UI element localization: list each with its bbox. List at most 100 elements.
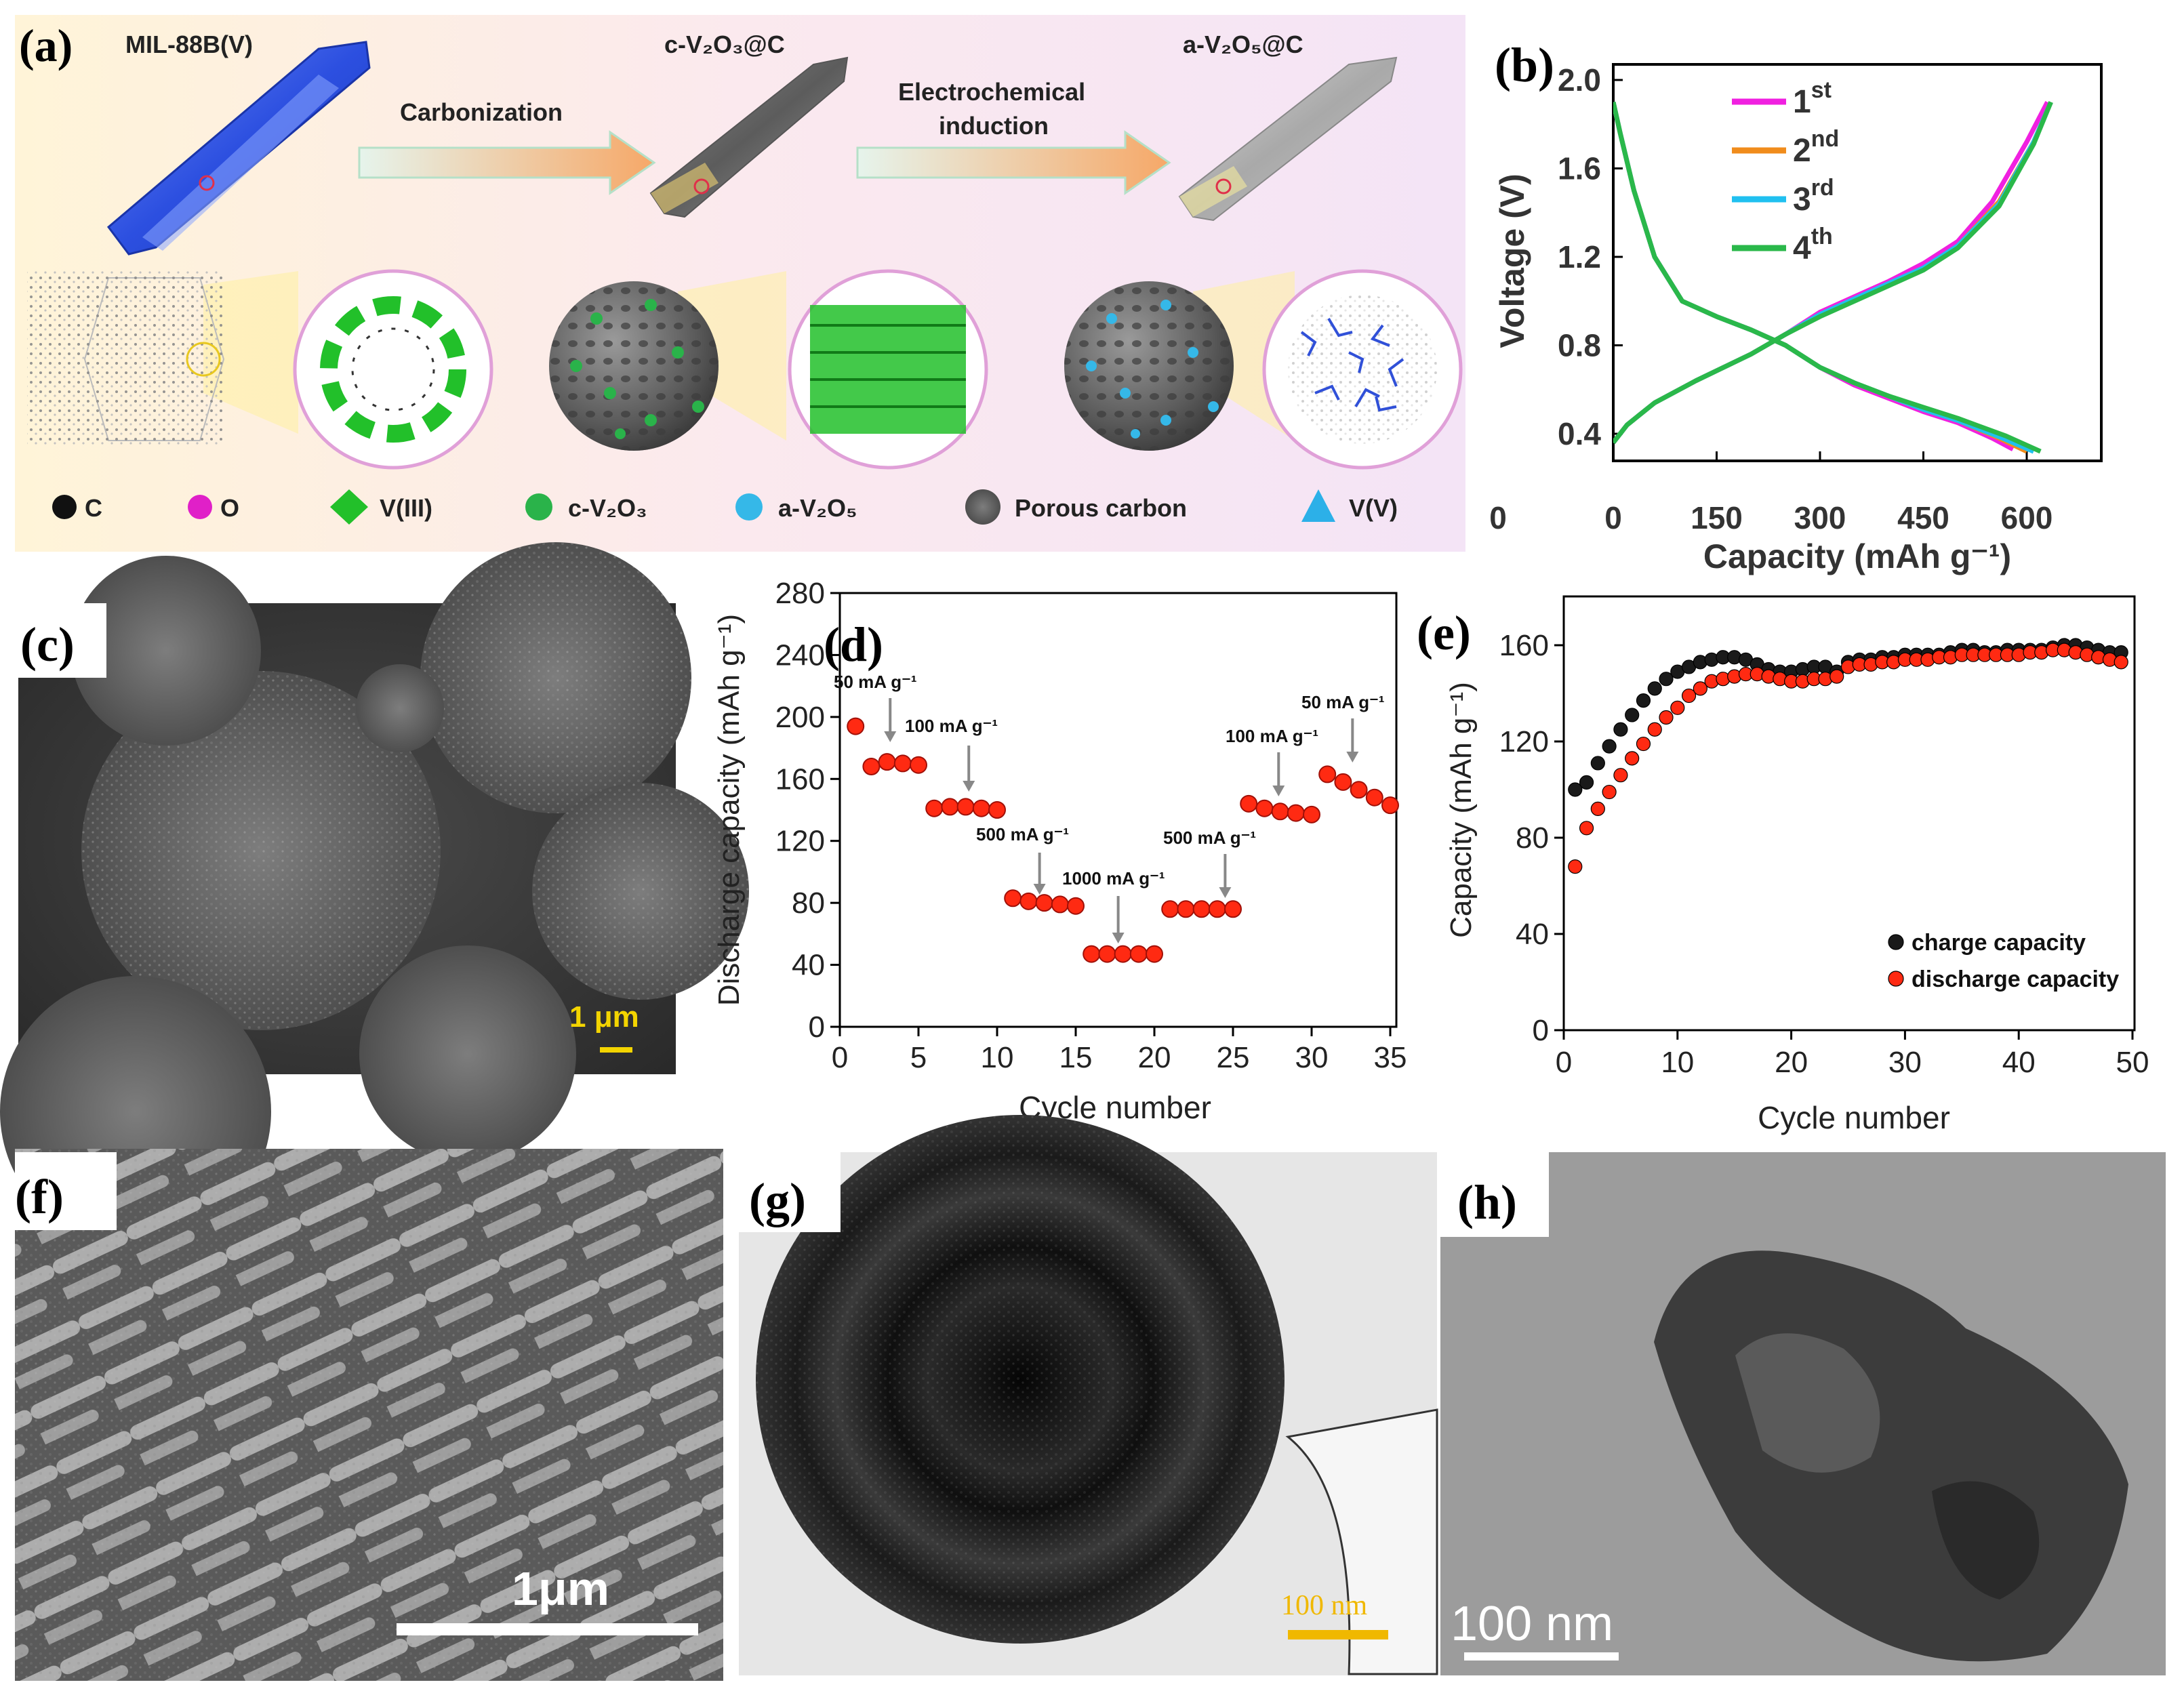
panel-d: 0 5 10 15 20 25 30 3504080120160200240280Cycle … [712,577,1407,1125]
d-data-point [1177,900,1195,918]
mof-lattice-icon [27,271,225,447]
e-discharge-capacity-point [1681,688,1697,704]
e-x-tick-label: 30 [1888,1046,1922,1079]
d-x-tick-label: 10 [981,1041,1014,1074]
legend-v3-label: V(III) [380,494,432,522]
d-rate-arrow-head [884,731,897,742]
scale-bar-c [600,1047,632,1053]
e-discharge-capacity-point [1670,700,1685,715]
panel-e: 0 10 20 30 40 50 0 40 80 120 160 Cycle number Capaci… [1417,595,2149,1135]
d-data-point [1146,945,1163,963]
d-data-point [925,799,944,817]
e-y-tick-label: 160 [1499,629,1549,662]
d-y-tick-label: 280 [775,577,825,610]
panel-g-label: (g) [749,1173,806,1227]
e-charge-capacity-point [1568,782,1583,797]
b-series-4th-charge-line [1613,101,2053,445]
scale-bar-h [1464,1652,1619,1661]
carbonization-arrow [358,130,656,195]
b-y-tick-label: 0.8 [1558,328,1601,363]
d-data-point [1098,945,1116,963]
stage-label-c-v2o3: c-V₂O₃@C [664,30,785,58]
d-y-tick-label: 120 [775,825,825,858]
e-x-tick-label: 40 [2002,1046,2036,1079]
legend-a-v2o5-label: a-V₂O₅ [778,494,857,522]
e-x-tick-label: 10 [1661,1046,1694,1079]
d-y-axis-title: Discharge capacity (mAh g⁻¹) [712,614,746,1006]
induction-arrow [856,130,1171,195]
legend-v3-icon [330,489,368,525]
d-y-tick-label: 40 [792,949,825,982]
b-y-tick-label: 0.4 [1558,416,1601,451]
electrochemical-label: Electrochemical [898,78,1085,106]
e-y-tick-label: 0 [1533,1014,1549,1047]
e-discharge-capacity-point [1636,736,1651,752]
d-x-tick-label: 5 [910,1041,927,1074]
e-legend-label: discharge capacity [1912,966,2119,992]
panel-b-frame [1612,63,2103,462]
panel-b-label: (b) [1495,38,1554,92]
legend-c-v2o3-label: c-V₂O₃ [568,494,647,522]
legend-o-icon [188,495,212,519]
d-data-point [1318,765,1337,783]
d-data-point [847,717,865,735]
b-y-tick-label: 2.0 [1558,62,1601,98]
d-rate-label: 50 mA g⁻¹ [1301,692,1385,712]
panel-a: (a) MIL-88B(V) c-V₂O₃@C a-V₂O₅@C Carboni… [15,15,1465,552]
d-data-point [1083,945,1101,963]
e-charge-capacity-point [1636,693,1651,708]
b-series-3rd-discharge-line [1613,101,2035,454]
e-legend-label: charge capacity [1912,930,2086,956]
panel-b: 0 150 300 450 600 0 0.4 0.8 1.2 1.6 2.0 Capacity (m… [1489,38,2103,575]
porous-carbon-sphere-icon [549,281,719,451]
e-y-axis-title: Capacity (mAh g⁻¹) [1444,682,1478,938]
e-legend-marker [1888,934,1904,950]
e-charge-capacity-point [1647,681,1662,696]
b-x-tick-label: 0 [1489,500,1507,535]
d-x-tick-label: 0 [832,1041,848,1074]
d-rate-label: 500 mA g⁻¹ [976,824,1069,844]
b-y-axis-title: Voltage (V) [1493,174,1531,348]
e-discharge-capacity-point [2114,655,2128,670]
scale-label-h: 100 nm [1451,1597,1613,1651]
d-data-point [1129,945,1148,963]
d-data-point [862,758,881,775]
b-legend-label: 2nd [1793,126,1839,169]
d-rate-label: 50 mA g⁻¹ [834,672,917,692]
d-data-point [1303,805,1320,823]
b-legend-label: 1st [1793,77,1832,120]
d-x-tick-label: 35 [1374,1041,1407,1074]
d-data-point [1161,900,1179,918]
e-charge-capacity-point [1613,722,1628,737]
c-v2o3-crystal-circle-icon [788,269,988,470]
legend-v5-label: V(V) [1349,494,1398,522]
b-x-axis-title: Capacity (mAh g⁻¹) [1703,537,2011,575]
d-data-point [1334,773,1352,791]
d-data-point [988,801,1006,819]
scale-bar-f [397,1623,698,1635]
d-rate-label: 500 mA g⁻¹ [1163,828,1256,848]
b-x-tick-label: 150 [1691,500,1743,535]
e-discharge-capacity-point [1693,681,1707,696]
legend-a-v2o5-icon [735,493,763,521]
e-discharge-capacity-point [1659,710,1674,725]
d-x-tick-label: 15 [1059,1041,1093,1074]
d-rate-arrow-head [1219,887,1232,898]
c-v2o3-rod-icon [649,56,849,218]
e-discharge-capacity-point [1568,859,1583,874]
panel-g: (g) 100 nm [739,1115,1438,1675]
legend-porous-carbon-label: Porous carbon [1015,494,1187,522]
d-data-point [1255,799,1274,817]
d-data-point [1365,788,1383,807]
panel-c: (c) 1 μm [0,542,749,1247]
panel-d-label: (d) [824,617,883,672]
v3-framework-circle-icon [293,269,493,470]
panel-c-label: (c) [20,617,75,672]
d-data-point [1067,897,1085,915]
carbonization-label: Carbonization [400,98,563,126]
panel-h: (h) 100 nm [1440,1152,2166,1675]
b-x-tick-label: 0 [1604,500,1622,535]
d-data-point [1287,804,1305,822]
stage-label-a-v2o5: a-V₂O₅@C [1183,30,1303,58]
e-charge-capacity-point [1579,775,1594,790]
